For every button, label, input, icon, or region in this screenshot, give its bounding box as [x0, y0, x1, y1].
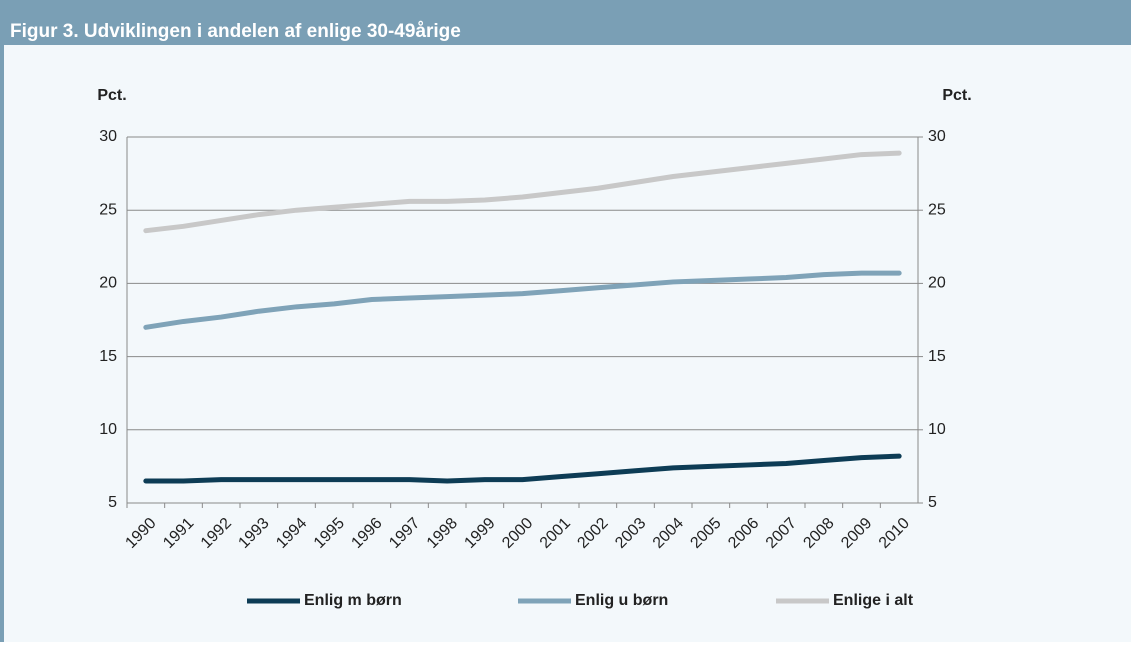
y2-tick-label: 10 — [928, 421, 946, 438]
y-axis-label: Pct. — [97, 87, 126, 104]
y-tick-label: 30 — [99, 128, 117, 145]
chart-title: Figur 3. Udviklingen i andelen af enlige… — [10, 21, 461, 42]
header-bar — [0, 0, 1131, 45]
y2-tick-label: 5 — [928, 494, 937, 511]
y2-tick-label: 20 — [928, 275, 946, 292]
y2-axis-label: Pct. — [942, 87, 971, 104]
y2-tick-label: 30 — [928, 128, 946, 145]
legend-label: Enlige i alt — [833, 592, 914, 609]
y-tick-label: 25 — [99, 201, 117, 218]
y-tick-label: 20 — [99, 275, 117, 292]
series-line — [143, 150, 902, 234]
legend-label: Enlig u børn — [575, 592, 668, 609]
y2-tick-label: 15 — [928, 348, 946, 365]
legend-label: Enlig m børn — [304, 592, 402, 609]
series-line — [143, 453, 902, 484]
y-tick-label: 5 — [108, 494, 117, 511]
series-line — [143, 270, 902, 330]
y-tick-label: 10 — [99, 421, 117, 438]
y-tick-label: 15 — [99, 348, 117, 365]
panel-border — [0, 0, 4, 642]
y2-tick-label: 25 — [928, 201, 946, 218]
